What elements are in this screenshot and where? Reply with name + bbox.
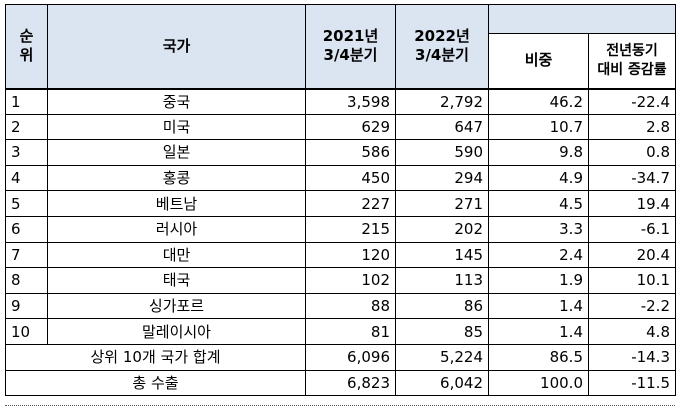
- country-cell: 태국: [47, 267, 306, 294]
- header-yoy-change: 전년동기 대비 증감률: [588, 33, 676, 89]
- value-2021-cell: 102: [305, 267, 396, 294]
- total-row: 총 수출 6,823 6,042 100.0 -11.5: [5, 369, 676, 397]
- value-2021-cell: 450: [305, 164, 396, 192]
- ratio-cell: 1.4: [488, 292, 589, 320]
- rank-cell: 7: [5, 241, 48, 269]
- change-cell: 2.8: [588, 113, 676, 141]
- table-row: 9 싱가포르 88 86 1.4 -2.2: [5, 292, 676, 320]
- table-row: 8 태국 102 113 1.9 10.1: [5, 267, 676, 294]
- value-2021-cell: 6,096: [305, 343, 396, 371]
- ratio-cell: 10.7: [488, 113, 589, 141]
- value-2022-cell: 271: [395, 190, 489, 217]
- ratio-cell: 2.4: [488, 241, 589, 269]
- table-row: 1 중국 3,598 2,792 46.2 -22.4: [5, 87, 676, 115]
- value-2022-cell: 2,792: [395, 87, 489, 115]
- ratio-cell: 86.5: [488, 343, 589, 371]
- rank-cell: 1: [5, 87, 48, 115]
- country-cell: 말레이시아: [47, 318, 306, 345]
- value-2022-cell: 202: [395, 215, 489, 243]
- header-2022-blank: [488, 4, 676, 34]
- rank-cell: 3: [5, 139, 48, 166]
- rank-cell: 6: [5, 215, 48, 243]
- table-row: 7 대만 120 145 2.4 20.4: [5, 241, 676, 269]
- header-2021-q3-label: 2021년 3/4분기: [322, 27, 379, 65]
- value-2021-cell: 629: [305, 113, 396, 141]
- header-yoy-change-label: 전년동기 대비 증감률: [597, 42, 667, 78]
- value-2021-cell: 120: [305, 241, 396, 269]
- value-2022-cell: 145: [395, 241, 489, 269]
- change-cell: 0.8: [588, 139, 676, 166]
- country-cell: 홍콩: [47, 164, 306, 192]
- ratio-cell: 4.5: [488, 190, 589, 217]
- header-2021-q3: 2021년 3/4분기: [305, 4, 396, 89]
- table-row: 10 말레이시아 81 85 1.4 4.8: [5, 318, 676, 345]
- table-row: 5 베트남 227 271 4.5 19.4: [5, 190, 676, 217]
- subtotal-row: 상위 10개 국가 합계 6,096 5,224 86.5 -14.3: [5, 343, 676, 371]
- table-row: 2 미국 629 647 10.7 2.8: [5, 113, 676, 141]
- ratio-cell: 3.3: [488, 215, 589, 243]
- rank-cell: 4: [5, 164, 48, 192]
- change-cell: -11.5: [588, 369, 676, 397]
- header-2022-q3: 2022년 3/4분기: [395, 4, 489, 89]
- header-rank: 순 위: [5, 4, 48, 89]
- country-cell: 베트남: [47, 190, 306, 217]
- value-2021-cell: 227: [305, 190, 396, 217]
- table-row: 6 러시아 215 202 3.3 -6.1: [5, 215, 676, 243]
- header-country: 국가: [47, 4, 306, 89]
- change-cell: -22.4: [588, 87, 676, 115]
- value-2022-cell: 85: [395, 318, 489, 345]
- value-2022-cell: 113: [395, 267, 489, 294]
- change-cell: -14.3: [588, 343, 676, 371]
- country-cell: 러시아: [47, 215, 306, 243]
- ratio-cell: 46.2: [488, 87, 589, 115]
- header-country-label: 국가: [162, 36, 191, 55]
- change-cell: -34.7: [588, 164, 676, 192]
- ratio-cell: 4.9: [488, 164, 589, 192]
- bottom-dotted-rule: [5, 405, 675, 406]
- value-2022-cell: 647: [395, 113, 489, 141]
- country-cell: 중국: [47, 87, 306, 115]
- value-2022-cell: 86: [395, 292, 489, 320]
- change-cell: -6.1: [588, 215, 676, 243]
- value-2021-cell: 6,823: [305, 369, 396, 397]
- change-cell: -2.2: [588, 292, 676, 320]
- value-2022-cell: 6,042: [395, 369, 489, 397]
- total-label-cell: 총 수출: [5, 369, 306, 397]
- table-row: 4 홍콩 450 294 4.9 -34.7: [5, 164, 676, 192]
- change-cell: 20.4: [588, 241, 676, 269]
- change-cell: 10.1: [588, 267, 676, 294]
- change-cell: 4.8: [588, 318, 676, 345]
- header-2022-q3-label: 2022년 3/4분기: [414, 27, 470, 65]
- ratio-cell: 1.9: [488, 267, 589, 294]
- country-cell: 일본: [47, 139, 306, 166]
- rank-cell: 9: [5, 292, 48, 320]
- subtotal-label-cell: 상위 10개 국가 합계: [5, 343, 306, 371]
- ratio-cell: 1.4: [488, 318, 589, 345]
- value-2022-cell: 590: [395, 139, 489, 166]
- value-2022-cell: 5,224: [395, 343, 489, 371]
- ratio-cell: 9.8: [488, 139, 589, 166]
- rank-cell: 2: [5, 113, 48, 141]
- rank-cell: 5: [5, 190, 48, 217]
- value-2021-cell: 215: [305, 215, 396, 243]
- country-cell: 대만: [47, 241, 306, 269]
- country-cell: 미국: [47, 113, 306, 141]
- header-ratio: 비중: [488, 33, 589, 89]
- table-row: 3 일본 586 590 9.8 0.8: [5, 139, 676, 166]
- header-rank-label: 순 위: [19, 27, 34, 65]
- value-2022-cell: 294: [395, 164, 489, 192]
- country-cell: 싱가포르: [47, 292, 306, 320]
- ratio-cell: 100.0: [488, 369, 589, 397]
- rank-cell: 10: [5, 318, 48, 345]
- value-2021-cell: 3,598: [305, 87, 396, 115]
- value-2021-cell: 586: [305, 139, 396, 166]
- value-2021-cell: 88: [305, 292, 396, 320]
- value-2021-cell: 81: [305, 318, 396, 345]
- change-cell: 19.4: [588, 190, 676, 217]
- rank-cell: 8: [5, 267, 48, 294]
- export-by-country-table: 순 위 국가 2021년 3/4분기 2022년 3/4분기 비중 전년동기 대…: [5, 4, 676, 397]
- header-ratio-label: 비중: [524, 51, 553, 70]
